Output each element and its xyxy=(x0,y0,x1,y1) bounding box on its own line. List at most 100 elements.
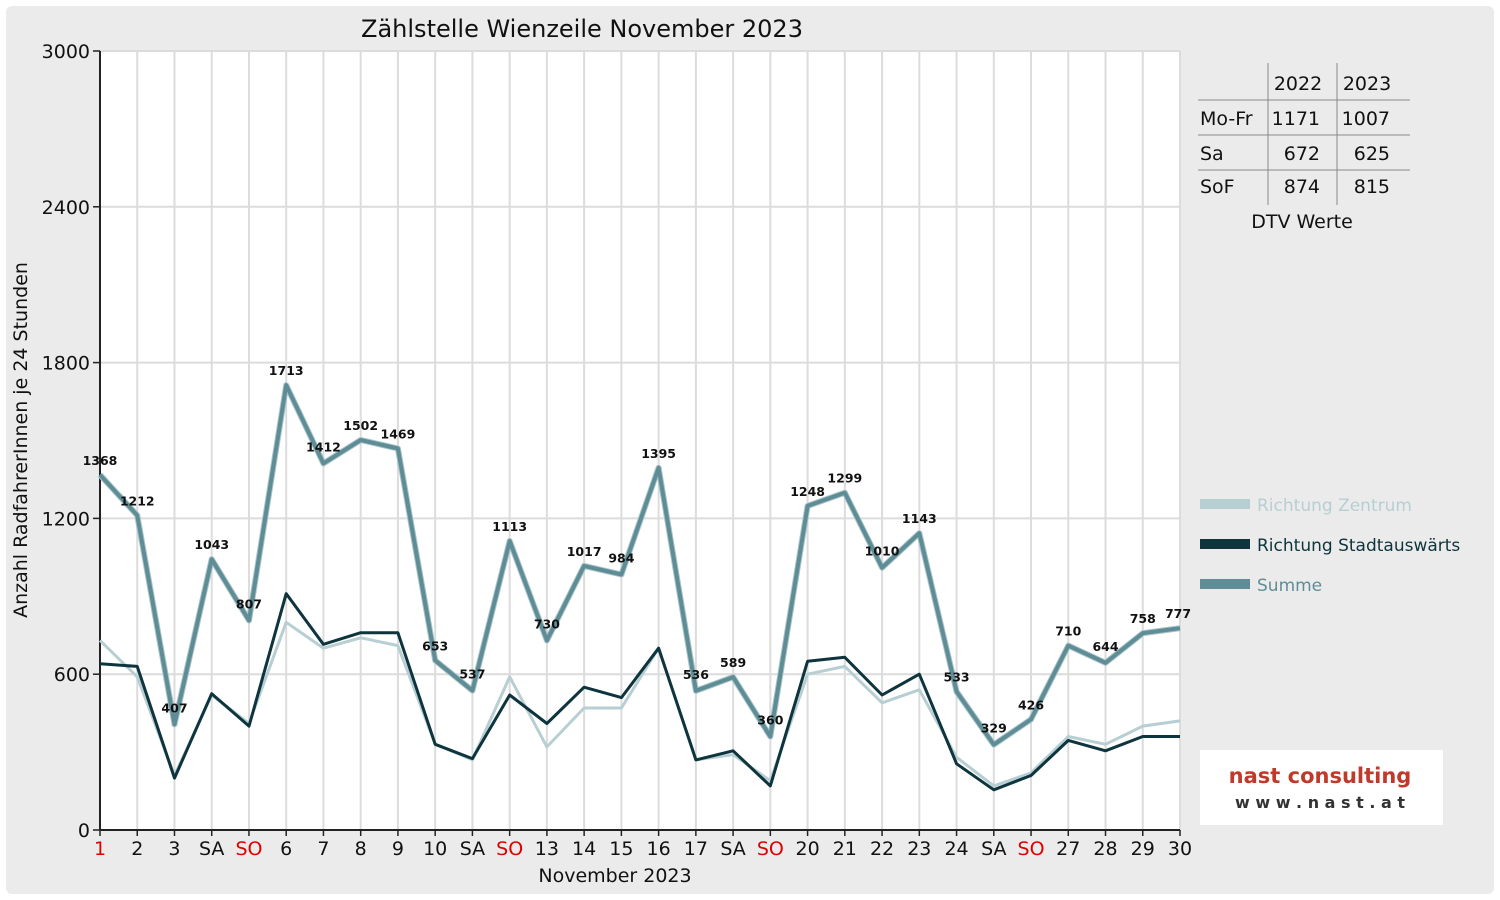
x-tick-label: 30 xyxy=(1168,838,1192,860)
data-label: 1395 xyxy=(641,446,676,461)
y-tick-label: 2400 xyxy=(42,197,90,219)
data-label: 1010 xyxy=(865,544,900,559)
x-tick-label: 27 xyxy=(1056,838,1080,860)
chart-title: Zählstelle Wienzeile November 2023 xyxy=(361,15,803,43)
y-tick-label: 1200 xyxy=(42,508,90,530)
data-label: 1248 xyxy=(790,484,825,499)
legend-swatch xyxy=(1200,579,1250,589)
y-tick-labels: 0 600 1200 1800 2400 3000 xyxy=(42,41,90,842)
logo-box xyxy=(1200,750,1443,825)
x-tick-label: 22 xyxy=(870,838,894,860)
data-label: 1212 xyxy=(120,493,155,508)
legend-label: Summe xyxy=(1257,576,1322,596)
table-caption: DTV Werte xyxy=(1251,211,1353,233)
x-tick-label: 28 xyxy=(1093,838,1117,860)
data-label: 758 xyxy=(1130,611,1156,626)
series-line xyxy=(98,620,1181,788)
x-tick-label: 29 xyxy=(1131,838,1155,860)
data-label: 533 xyxy=(944,670,970,685)
data-label: 984 xyxy=(608,550,634,565)
legend-label: Richtung Stadtauswärts xyxy=(1257,536,1460,556)
table-header-2023: 2023 xyxy=(1343,73,1391,95)
x-tick-label: 14 xyxy=(572,838,596,860)
x-tick-label: 10 xyxy=(423,838,447,860)
dtv-table: 2022 2023 Mo-Fr 1171 1007 Sa 672 625 SoF… xyxy=(1198,63,1410,233)
table-cell: 815 xyxy=(1354,176,1390,198)
logo: nast consulting w w w . n a s t . a t xyxy=(1200,750,1443,825)
y-axis-label: Anzahl RadfahrerInnen je 24 Stunden xyxy=(10,262,32,618)
x-tick-label: 3 xyxy=(168,838,180,860)
data-label: 1469 xyxy=(381,427,416,442)
legend: Richtung Zentrum Richtung Stadtauswärts Su… xyxy=(1200,496,1460,596)
data-label: 1713 xyxy=(269,363,304,378)
data-label: 360 xyxy=(757,713,783,728)
table-row-label: Mo-Fr xyxy=(1200,108,1253,130)
data-label: 1412 xyxy=(306,439,341,454)
data-label: 1368 xyxy=(83,453,118,468)
legend-swatch xyxy=(1200,539,1250,549)
x-tick-label: 20 xyxy=(795,838,819,860)
legend-label: Richtung Zentrum xyxy=(1257,496,1412,516)
x-tick-label: SO xyxy=(757,838,784,860)
table-row-label: Sa xyxy=(1200,143,1224,165)
x-tick-label: 24 xyxy=(944,838,968,860)
series-line xyxy=(99,592,1180,792)
plot-area xyxy=(100,51,1180,830)
data-label: 1143 xyxy=(902,511,937,526)
x-tick-label: 2 xyxy=(131,838,143,860)
data-label: 329 xyxy=(981,721,1007,736)
x-tick-label: SO xyxy=(235,838,262,860)
logo-text: nast consulting xyxy=(1229,764,1412,788)
table-cell: 672 xyxy=(1284,143,1320,165)
x-tick-label: SA xyxy=(199,838,224,860)
data-label: 426 xyxy=(1018,697,1044,712)
table-cell: 1007 xyxy=(1342,108,1390,130)
y-tick-label: 600 xyxy=(54,664,90,686)
data-label: 1043 xyxy=(194,537,229,552)
data-label: 1113 xyxy=(492,519,527,534)
series-line xyxy=(98,383,1181,747)
x-tick-label: 23 xyxy=(907,838,931,860)
y-tick-label: 0 xyxy=(78,820,90,842)
x-tick-label: SO xyxy=(496,838,523,860)
legend-swatch xyxy=(1200,499,1250,509)
x-tick-label: SA xyxy=(720,838,745,860)
y-tick-label: 1800 xyxy=(42,353,90,375)
x-tick-label: SA xyxy=(460,838,485,860)
series-lines xyxy=(97,382,1181,792)
data-label: 730 xyxy=(534,616,560,631)
x-tick-label: 16 xyxy=(647,838,671,860)
x-tick-labels: 1 2 3 SA SO 6 7 8 9 10 SA SO 13 14 15 16 17 SA SO 20 21 22 23 2… xyxy=(94,838,1192,860)
x-tick-label: 9 xyxy=(392,838,404,860)
x-tick-label: 6 xyxy=(280,838,292,860)
data-label: 589 xyxy=(720,655,746,670)
axes xyxy=(93,50,1181,836)
data-label: 407 xyxy=(161,700,187,715)
table-header-2022: 2022 xyxy=(1274,73,1322,95)
data-label: 537 xyxy=(459,667,485,682)
x-tick-label: 1 xyxy=(94,838,106,860)
x-tick-label: 7 xyxy=(317,838,329,860)
table-row-label: SoF xyxy=(1200,176,1235,198)
data-label: 653 xyxy=(422,638,448,653)
data-label: 1299 xyxy=(827,471,862,486)
x-axis-label: November 2023 xyxy=(538,865,691,887)
logo-url: w w w . n a s t . a t xyxy=(1235,793,1405,812)
x-tick-label: 21 xyxy=(833,838,857,860)
x-tick-label: SA xyxy=(981,838,1006,860)
data-label: 536 xyxy=(683,667,709,682)
data-label: 644 xyxy=(1092,639,1118,654)
data-label: 710 xyxy=(1055,624,1081,639)
data-label: 1502 xyxy=(343,418,378,433)
y-tick-label: 3000 xyxy=(42,41,90,63)
x-tick-label: 8 xyxy=(355,838,367,860)
data-label: 1017 xyxy=(567,544,602,559)
table-cell: 625 xyxy=(1354,143,1390,165)
x-tick-label: SO xyxy=(1018,838,1045,860)
data-label: 807 xyxy=(236,596,262,611)
x-tick-label: 15 xyxy=(609,838,633,860)
x-tick-label: 17 xyxy=(684,838,708,860)
table-cell: 874 xyxy=(1284,176,1320,198)
